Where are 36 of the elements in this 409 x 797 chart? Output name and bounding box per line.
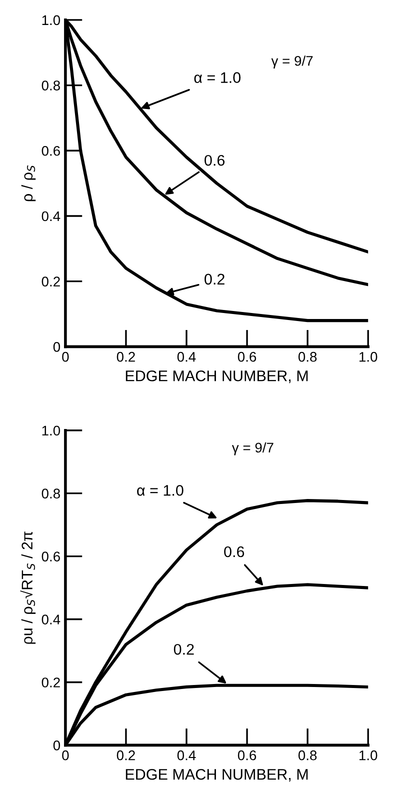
annotation: 0.6 xyxy=(224,546,244,558)
y-tick-label: 1.0 xyxy=(42,426,60,436)
annotation: α = 1.0 xyxy=(137,484,184,496)
y-tick-label: 0.2 xyxy=(42,678,60,688)
x-axis-title: EDGE MACH NUMBER, M xyxy=(126,768,308,782)
y-tick-label: 0.4 xyxy=(42,211,60,222)
x-tick-label: 0.6 xyxy=(238,750,256,760)
x-tick-label: 0.4 xyxy=(177,352,196,362)
y-tick-label: 0 xyxy=(53,740,60,750)
y-axis-title: ρ / ρ$_{S}$ xyxy=(21,165,36,202)
x-tick-label: 0.2 xyxy=(116,352,135,362)
annotation: α = 1.0 xyxy=(194,72,241,84)
y-tick-label: 0.4 xyxy=(42,614,60,624)
y-tick-label: 0.6 xyxy=(42,146,60,156)
x-tick-label: 1.0 xyxy=(360,750,378,760)
y-tick-label: 0 xyxy=(53,342,60,352)
annotation: γ = 9/7 xyxy=(271,56,313,69)
x-tick-label: 0.6 xyxy=(238,352,256,362)
y-tick-label: 0.6 xyxy=(42,552,60,562)
x-axis-title: EDGE MACH NUMBER, M xyxy=(126,370,308,384)
annotation: γ = 9/7 xyxy=(232,442,274,456)
y-tick-label: 0.8 xyxy=(42,488,60,499)
annotation: 0.2 xyxy=(174,644,194,655)
annotation: 0.2 xyxy=(204,274,224,285)
y-tick-label: 1.0 xyxy=(42,15,60,26)
x-tick-label: 0.2 xyxy=(116,750,135,760)
x-tick-label: 0.8 xyxy=(298,750,317,760)
x-tick-label: 0 xyxy=(62,352,69,362)
y-axis-title: ρu / ρ$_{S}$√RT$_{S}$ / 2π xyxy=(20,532,36,644)
x-tick-label: 0.8 xyxy=(298,352,317,362)
x-tick-label: 0.4 xyxy=(177,750,196,760)
y-tick-label: 0.8 xyxy=(42,80,60,90)
annotation: 0.6 xyxy=(204,154,225,166)
x-tick-label: 0 xyxy=(62,750,69,760)
x-tick-label: 1.0 xyxy=(360,352,378,362)
y-tick-label: 0.2 xyxy=(42,276,60,287)
